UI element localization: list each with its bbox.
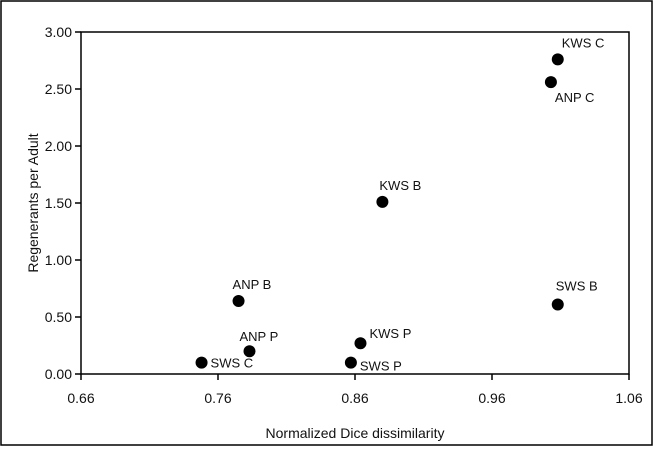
- data-point: [344, 356, 357, 369]
- y-tick-label: 0.50: [45, 309, 72, 325]
- y-tick-label: 2.00: [45, 138, 72, 154]
- y-tick-label: 3.00: [45, 24, 72, 40]
- data-point-label: KWS B: [379, 178, 421, 193]
- data-point-label: ANP C: [555, 90, 595, 105]
- plot-area: [80, 31, 630, 375]
- data-point-label: SWS C: [211, 356, 254, 371]
- data-point-label: KWS C: [562, 35, 605, 50]
- y-tick-label: 1.00: [45, 252, 72, 268]
- x-tick-label: 0.76: [204, 390, 231, 406]
- data-point: [195, 356, 208, 369]
- data-point: [354, 337, 367, 350]
- data-point: [232, 295, 245, 308]
- data-point-label: ANP B: [233, 277, 272, 292]
- x-tick-label: 1.06: [615, 390, 642, 406]
- y-axis-title: Regenerants per Adult: [25, 133, 41, 272]
- data-point: [544, 76, 557, 89]
- data-point: [243, 345, 256, 358]
- data-point-label: ANP P: [240, 329, 279, 344]
- data-points: [195, 53, 564, 369]
- y-tick-label: 1.50: [45, 195, 72, 211]
- x-tick-label: 0.96: [478, 390, 505, 406]
- data-point: [551, 53, 564, 66]
- x-tick-label: 0.86: [341, 390, 368, 406]
- data-point-label: SWS B: [556, 278, 598, 293]
- data-point: [376, 195, 389, 208]
- y-tick-label: 0.00: [45, 366, 72, 382]
- x-axis-ticks: 0.66 0.76 0.86 0.96 1.06: [67, 374, 643, 406]
- data-point-label: KWS P: [369, 326, 411, 341]
- x-tick-label: 0.66: [67, 390, 94, 406]
- data-point: [551, 298, 564, 311]
- y-tick-label: 2.50: [45, 81, 72, 97]
- data-point-label: SWS P: [360, 359, 402, 374]
- data-labels: KWS C ANP C KWS B ANP B SWS B KWS P ANP P SWS C…: [211, 35, 605, 373]
- y-axis-ticks: 0.00 0.50 1.00 1.50 2.00 2.50 3.00: [45, 24, 81, 382]
- x-axis-title: Normalized Dice dissimilarity: [266, 425, 445, 441]
